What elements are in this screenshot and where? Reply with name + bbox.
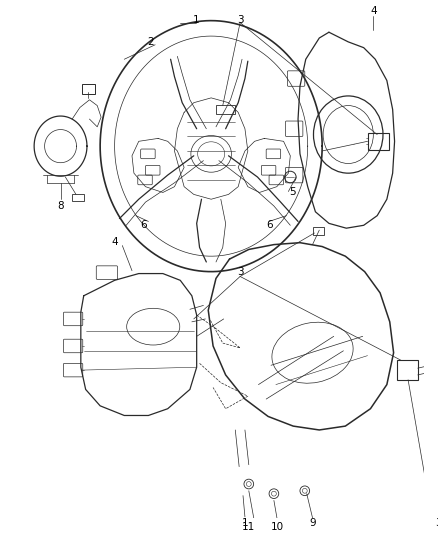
Text: 8: 8 [57, 201, 64, 211]
Text: 6: 6 [266, 220, 272, 230]
Text: 4: 4 [370, 6, 377, 16]
Text: 4: 4 [111, 237, 118, 247]
Text: 9: 9 [309, 518, 316, 528]
FancyBboxPatch shape [82, 84, 95, 94]
Text: 5: 5 [289, 187, 296, 197]
Text: 11: 11 [242, 521, 255, 531]
Text: 10: 10 [271, 521, 284, 531]
FancyBboxPatch shape [72, 195, 84, 201]
Text: 3: 3 [237, 15, 244, 25]
Text: 2: 2 [147, 37, 154, 47]
Text: 1: 1 [192, 15, 199, 25]
Text: 1: 1 [242, 518, 248, 528]
Text: 6: 6 [140, 220, 147, 230]
Text: 3: 3 [434, 518, 438, 528]
Text: 3: 3 [237, 266, 244, 277]
